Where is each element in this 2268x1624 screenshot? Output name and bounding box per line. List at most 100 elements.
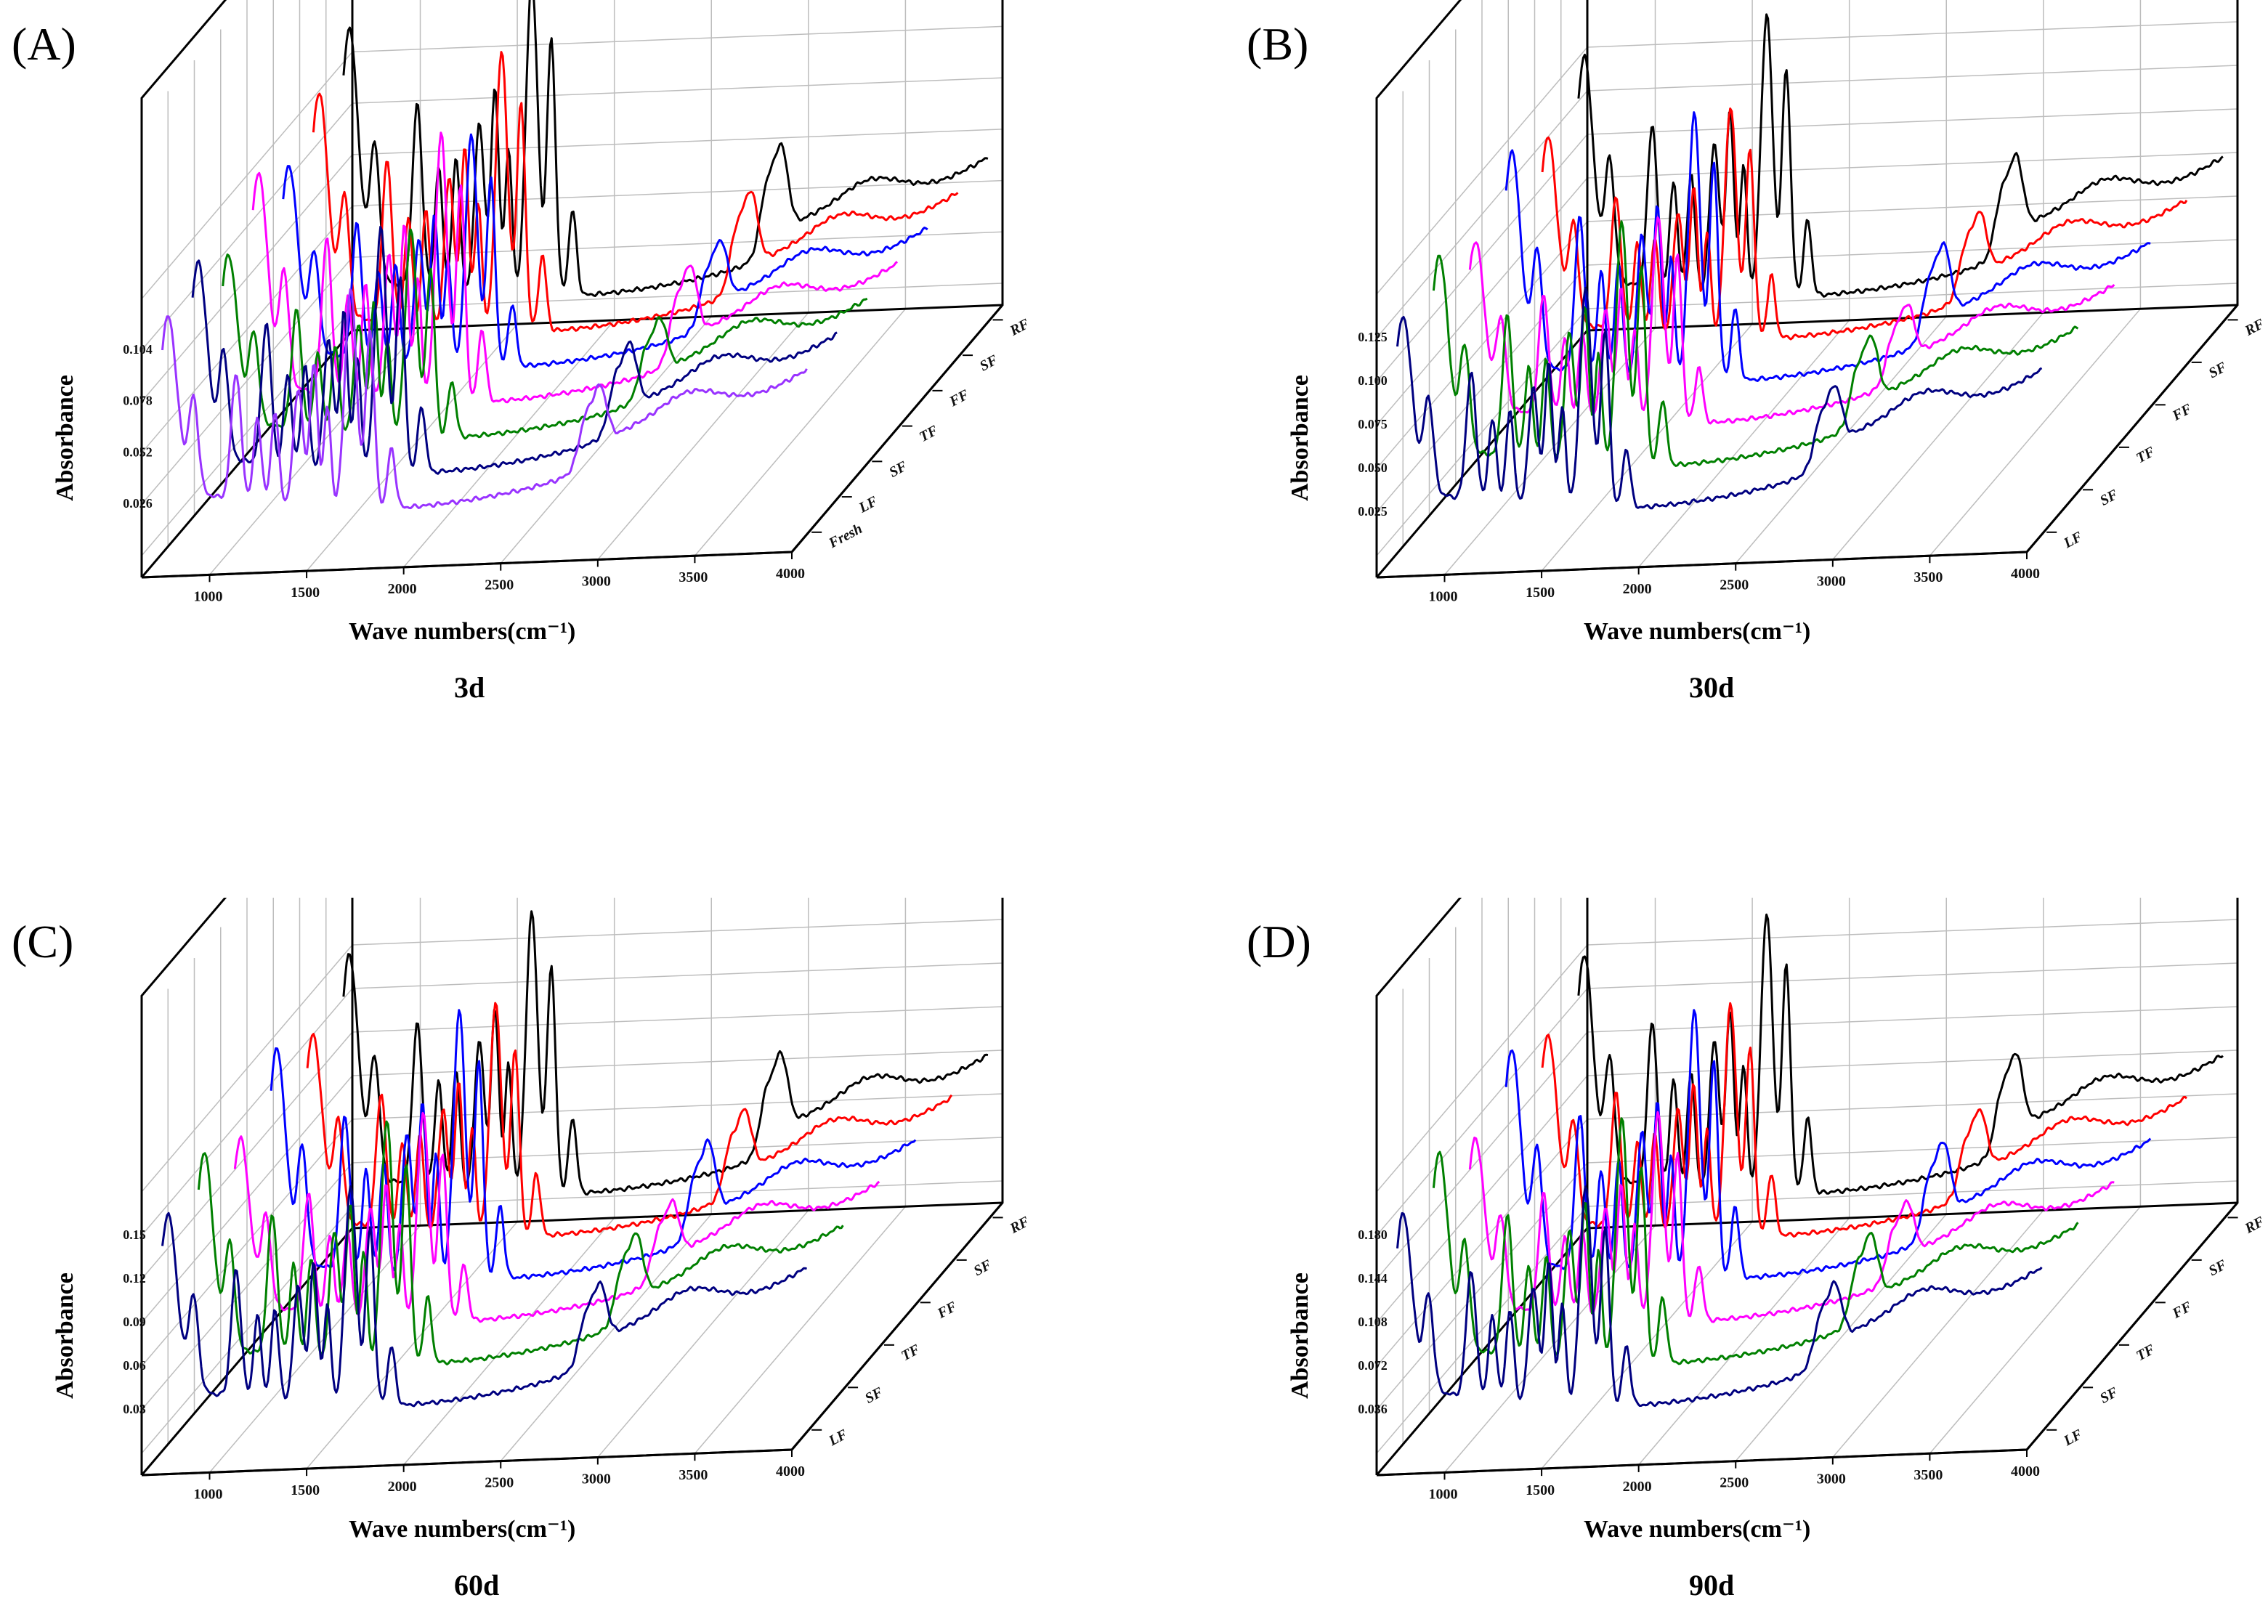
- series-label: FF: [947, 386, 972, 410]
- front-right-edges: [141, 0, 1004, 579]
- floor-gridline: [208, 1225, 421, 1473]
- y-tick-label: 0.025: [1358, 504, 1388, 519]
- floor-gridline: [1443, 327, 1656, 575]
- x-tick-label: 2000: [1623, 1479, 1652, 1495]
- back-wall-gridline: [352, 77, 1003, 104]
- left-wall-edge: [1375, 898, 1462, 1475]
- x-tick-label: 1500: [291, 585, 320, 601]
- panel-a-chart: (A) 1000 1500 2000 2500 3000 3500 4000 0.026 0.05…: [12, 0, 1032, 704]
- left-wall-edge: [140, 0, 227, 577]
- series-line-sf: [1432, 220, 2079, 468]
- x-tick-label: 3500: [1913, 569, 1943, 585]
- floor-gridline: [1735, 1214, 1947, 1462]
- panel-letter: (A): [12, 18, 76, 70]
- panel-b-chart: (B) 1000 1500 2000 2500 3000 3500 4000 0.025 0.05…: [1247, 0, 2267, 704]
- series-label: SF: [2206, 359, 2230, 381]
- y-axis-title: Absorbance: [1287, 1272, 1313, 1399]
- y-tick-label: 0.09: [123, 1315, 146, 1329]
- panel-caption: 30d: [1689, 671, 1734, 704]
- series-label: RF: [2242, 1214, 2267, 1238]
- x-tick-label: 1000: [1429, 588, 1458, 604]
- floor-gridline: [1638, 1217, 1850, 1466]
- floor-gridline: [306, 1221, 518, 1469]
- y-tick-label: 0.052: [123, 444, 153, 459]
- series-line-lf: [1396, 286, 2043, 510]
- back-wall-gridline: [352, 231, 1003, 259]
- series-label: LF: [856, 493, 880, 516]
- x-tick-label: 1500: [1526, 1482, 1555, 1498]
- back-wall-gridline: [1587, 239, 2238, 266]
- series-label: TF: [2134, 444, 2158, 467]
- front-right-edges: [141, 898, 1004, 1477]
- series-label: LF: [2060, 528, 2085, 551]
- x-axis-title: Wave numbers(cm⁻¹): [349, 1516, 575, 1543]
- floor-gridline: [403, 1217, 615, 1466]
- x-tick-label: 4000: [2011, 1463, 2040, 1479]
- x-tick-label: 4000: [2011, 566, 2040, 582]
- back-wall-gridline: [352, 25, 1003, 53]
- back-wall-gridline: [352, 962, 1003, 989]
- floor-gridline: [500, 316, 712, 564]
- series-label: Fresh: [825, 521, 864, 552]
- floor-gridline: [1638, 320, 1850, 568]
- front-right-edges: [1376, 0, 2239, 579]
- series-label: RF: [1007, 1214, 1032, 1238]
- series-line-tf: [1468, 216, 2115, 425]
- series-line-tf: [233, 1112, 880, 1323]
- series-line-rf: [342, 910, 989, 1196]
- y-tick-label: 0.108: [1358, 1315, 1388, 1329]
- series-label: SF: [971, 1256, 995, 1279]
- y-tick-label: 0.15: [123, 1227, 146, 1242]
- series-line-rf: [1577, 13, 2224, 298]
- y-tick-label: 0.03: [123, 1402, 146, 1416]
- y-tick-label: 0.06: [123, 1358, 146, 1373]
- y-axis-title: Absorbance: [1287, 375, 1313, 501]
- series-label: FF: [934, 1299, 960, 1323]
- y-tick-label: 0.075: [1358, 417, 1388, 431]
- series-label: SF: [2097, 1384, 2121, 1407]
- panel-caption: 3d: [454, 671, 485, 704]
- back-wall-gridline: [1587, 152, 2238, 179]
- series-label: LF: [2060, 1426, 2085, 1449]
- series-label: SF: [2206, 1256, 2230, 1279]
- y-tick-label: 0.050: [1358, 460, 1388, 475]
- back-wall-gridline: [352, 129, 1003, 155]
- series-label: SF: [862, 1384, 886, 1407]
- x-tick-label: 3500: [1913, 1467, 1943, 1483]
- back-wall-gridline: [352, 1137, 1003, 1164]
- x-tick-label: 4000: [776, 1463, 805, 1479]
- floor-gridline: [1735, 316, 1947, 564]
- series-label: RF: [2242, 316, 2267, 340]
- series-line-rf: [342, 0, 989, 297]
- back-wall-gridline: [1587, 919, 2238, 946]
- y-tick-label: 0.12: [123, 1271, 146, 1286]
- x-tick-label: 3000: [1817, 573, 1846, 589]
- panel-letter: (C): [12, 916, 73, 967]
- panel-d-chart: (D) 1000 1500 2000 2500 3000 3500 4000 0.036 0.07…: [1247, 898, 2267, 1601]
- y-tick-label: 0.026: [123, 496, 153, 511]
- series-label: RF: [1007, 316, 1032, 340]
- series-line-sf: [1541, 107, 2188, 341]
- floor-gridline: [1929, 1206, 2141, 1454]
- y-tick-label: 0.125: [1358, 330, 1388, 344]
- back-wall-gridline: [352, 1180, 1003, 1207]
- series-label: TF: [899, 1341, 923, 1365]
- x-tick-label: 4000: [776, 566, 805, 582]
- series-line-sf: [306, 1002, 953, 1238]
- panel-caption: 60d: [454, 1569, 499, 1601]
- series-line-fresh: [161, 288, 808, 510]
- series-line-ff: [1504, 111, 2151, 382]
- back-wall-gridline: [1587, 1049, 2238, 1076]
- back-wall-gridline: [352, 919, 1003, 946]
- floor-gridline: [694, 308, 906, 556]
- series-label: SF: [2097, 487, 2121, 509]
- series-line-ff: [270, 1009, 917, 1280]
- series-label: FF: [2169, 401, 2195, 425]
- y-tick-label: 0.078: [123, 394, 153, 408]
- x-axis-title: Wave numbers(cm⁻¹): [349, 618, 575, 645]
- x-tick-label: 2500: [485, 577, 514, 593]
- series-label: TF: [917, 422, 941, 445]
- floor-gridline: [1443, 1225, 1656, 1473]
- x-axis-title: Wave numbers(cm⁻¹): [1584, 1516, 1810, 1543]
